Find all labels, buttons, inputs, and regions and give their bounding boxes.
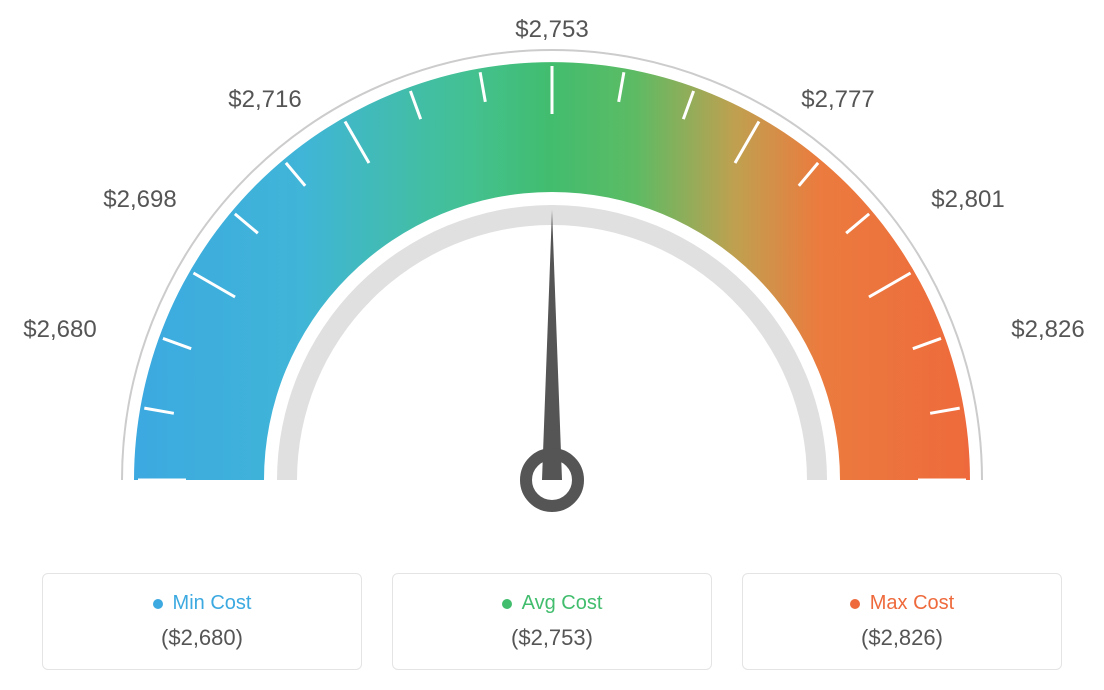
legend-dot-max	[850, 599, 860, 609]
gauge-tick-label: $2,680	[23, 316, 96, 344]
legend-value-avg: ($2,753)	[413, 625, 691, 651]
gauge-tick-label: $2,698	[103, 186, 176, 214]
legend-title-min: Min Cost	[173, 592, 252, 615]
legend-card-avg: Avg Cost ($2,753)	[392, 573, 712, 670]
gauge-svg	[0, 0, 1104, 540]
legend-value-min: ($2,680)	[63, 625, 341, 651]
gauge-tick-label: $2,801	[931, 186, 1004, 214]
legend-card-max: Max Cost ($2,826)	[742, 573, 1062, 670]
gauge-tick-label: $2,716	[228, 86, 301, 114]
legend-dot-min	[153, 599, 163, 609]
legend-card-min: Min Cost ($2,680)	[42, 573, 362, 670]
legend-row: Min Cost ($2,680) Avg Cost ($2,753) Max …	[0, 573, 1104, 670]
gauge-tick-label: $2,777	[801, 86, 874, 114]
legend-title-max: Max Cost	[870, 592, 954, 615]
legend-value-max: ($2,826)	[763, 625, 1041, 651]
gauge-tick-label: $2,753	[515, 16, 588, 44]
gauge-tick-label: $2,826	[1011, 316, 1084, 344]
legend-title-avg: Avg Cost	[522, 592, 603, 615]
gauge-chart: $2,680 $2,698 $2,716 $2,753 $2,777 $2,801 $2,8…	[0, 0, 1104, 540]
legend-dot-avg	[502, 599, 512, 609]
